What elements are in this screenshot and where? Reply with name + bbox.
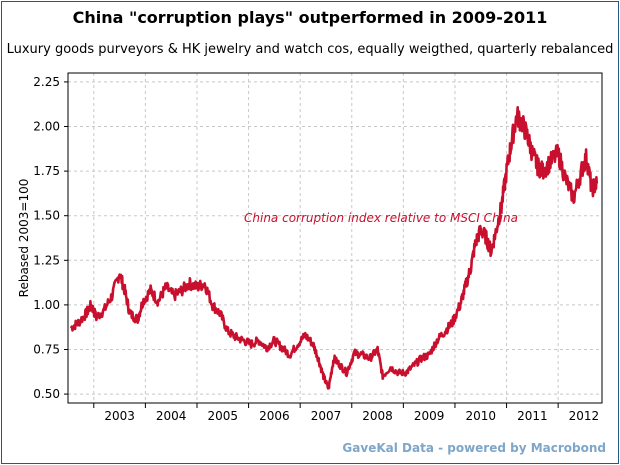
x-axis-ticks: 2003 2004 2005 2006 2007 2008 2009 2010 2011 2012 [93, 403, 600, 423]
gridlines [68, 73, 602, 403]
y-axis-ticks: 0.50 0.75 1.00 1.25 1.50 1.75 2.00 2.25 [33, 75, 68, 401]
x-tick-label: 2009 [414, 409, 445, 423]
chart-title: China "corruption plays" outperformed in… [72, 8, 548, 27]
y-tick-label: 0.50 [33, 387, 60, 401]
x-tick-label: 2007 [311, 409, 342, 423]
y-tick-label: 0.75 [33, 342, 60, 356]
y-tick-label: 2.00 [33, 120, 60, 134]
source-credit: GaveKal Data - powered by Macrobond [342, 441, 606, 455]
series-line-corruption-index [69, 106, 599, 390]
x-tick-label: 2010 [465, 409, 496, 423]
y-tick-label: 1.75 [33, 164, 60, 178]
x-tick-label: 2011 [517, 409, 548, 423]
x-tick-label: 2004 [156, 409, 187, 423]
y-tick-label: 1.00 [33, 298, 60, 312]
y-axis-label: Rebased 2003=100 [17, 179, 31, 298]
x-tick-label: 2012 [569, 409, 600, 423]
plot-area-border [67, 72, 603, 404]
series-annotation: China corruption index relative to MSCI … [244, 211, 518, 225]
x-tick-label: 2006 [259, 409, 290, 423]
y-tick-label: 1.50 [33, 209, 60, 223]
x-tick-label: 2008 [362, 409, 393, 423]
x-tick-label: 2005 [208, 409, 239, 423]
chart-subtitle: Luxury goods purveyors & HK jewelry and … [6, 42, 614, 57]
x-tick-label: 2003 [104, 409, 135, 423]
y-tick-label: 2.25 [33, 75, 60, 89]
y-tick-label: 1.25 [33, 253, 60, 267]
